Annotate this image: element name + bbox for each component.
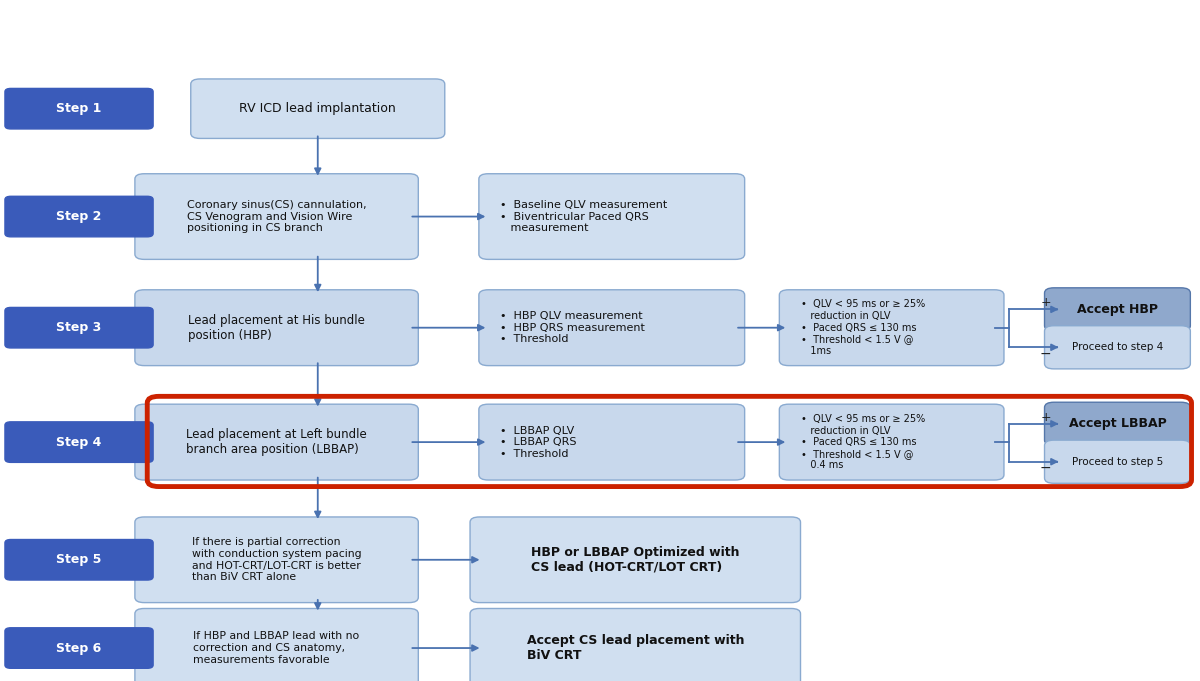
FancyBboxPatch shape xyxy=(470,609,800,681)
FancyBboxPatch shape xyxy=(5,539,154,580)
Text: Step 6: Step 6 xyxy=(56,642,102,654)
Text: Proceed to step 4: Proceed to step 4 xyxy=(1072,343,1163,352)
Text: Step 3: Step 3 xyxy=(56,321,102,334)
Text: RV ICD lead implantation: RV ICD lead implantation xyxy=(239,102,396,115)
FancyBboxPatch shape xyxy=(479,290,745,366)
Text: HBP or LBBAP Optimized with
CS lead (HOT-CRT/LOT CRT): HBP or LBBAP Optimized with CS lead (HOT… xyxy=(532,545,739,574)
FancyBboxPatch shape xyxy=(779,405,1004,480)
Text: Step 5: Step 5 xyxy=(56,553,102,567)
FancyBboxPatch shape xyxy=(479,405,745,480)
Text: •  QLV < 95 ms or ≥ 25%
   reduction in QLV
•  Paced QRS ≤ 130 ms
•  Threshold <: • QLV < 95 ms or ≥ 25% reduction in QLV … xyxy=(800,414,925,471)
FancyBboxPatch shape xyxy=(5,307,154,348)
Text: Accept HBP: Accept HBP xyxy=(1076,303,1158,316)
Text: If there is partial correction
with conduction system pacing
and HOT-CRT/LOT-CRT: If there is partial correction with cond… xyxy=(192,537,361,582)
Text: •  Baseline QLV measurement
•  Biventricular Paced QRS
   measurement: • Baseline QLV measurement • Biventricul… xyxy=(500,200,667,233)
Text: Proceed to step 5: Proceed to step 5 xyxy=(1072,457,1163,466)
Text: +: + xyxy=(1040,411,1051,424)
FancyBboxPatch shape xyxy=(134,405,419,480)
Text: Lead placement at Left bundle
branch area position (LBBAP): Lead placement at Left bundle branch are… xyxy=(186,428,367,456)
FancyBboxPatch shape xyxy=(5,628,154,668)
FancyBboxPatch shape xyxy=(779,290,1004,366)
FancyBboxPatch shape xyxy=(1044,402,1190,445)
Text: +: + xyxy=(1040,296,1051,309)
FancyBboxPatch shape xyxy=(134,609,419,681)
Text: −: − xyxy=(1040,347,1051,361)
FancyBboxPatch shape xyxy=(5,422,154,462)
FancyBboxPatch shape xyxy=(134,517,419,603)
FancyBboxPatch shape xyxy=(1044,288,1190,331)
Text: −: − xyxy=(1040,461,1051,475)
Text: Accept LBBAP: Accept LBBAP xyxy=(1068,417,1166,430)
FancyBboxPatch shape xyxy=(479,174,745,259)
FancyBboxPatch shape xyxy=(134,290,419,366)
FancyBboxPatch shape xyxy=(1044,440,1190,484)
FancyBboxPatch shape xyxy=(470,517,800,603)
Text: Coronary sinus(CS) cannulation,
CS Venogram and Vision Wire
positioning in CS br: Coronary sinus(CS) cannulation, CS Venog… xyxy=(187,200,366,233)
Text: Step 4: Step 4 xyxy=(56,436,102,449)
FancyBboxPatch shape xyxy=(191,79,445,138)
Text: Step 2: Step 2 xyxy=(56,210,102,223)
Text: Step 1: Step 1 xyxy=(56,102,102,115)
FancyBboxPatch shape xyxy=(5,196,154,237)
Text: If HBP and LBBAP lead with no
correction and CS anatomy,
measurements favorable: If HBP and LBBAP lead with no correction… xyxy=(193,631,360,665)
FancyBboxPatch shape xyxy=(1044,326,1190,369)
Text: •  LBBAP QLV
•  LBBAP QRS
•  Threshold: • LBBAP QLV • LBBAP QRS • Threshold xyxy=(500,426,576,459)
Text: •  QLV < 95 ms or ≥ 25%
   reduction in QLV
•  Paced QRS ≤ 130 ms
•  Threshold <: • QLV < 95 ms or ≥ 25% reduction in QLV … xyxy=(800,300,925,356)
FancyBboxPatch shape xyxy=(5,89,154,129)
Text: •  HBP QLV measurement
•  HBP QRS measurement
•  Threshold: • HBP QLV measurement • HBP QRS measurem… xyxy=(500,311,644,345)
Text: Accept CS lead placement with
BiV CRT: Accept CS lead placement with BiV CRT xyxy=(527,634,744,662)
Text: Lead placement at His bundle
position (HBP): Lead placement at His bundle position (H… xyxy=(188,314,365,342)
FancyBboxPatch shape xyxy=(134,174,419,259)
